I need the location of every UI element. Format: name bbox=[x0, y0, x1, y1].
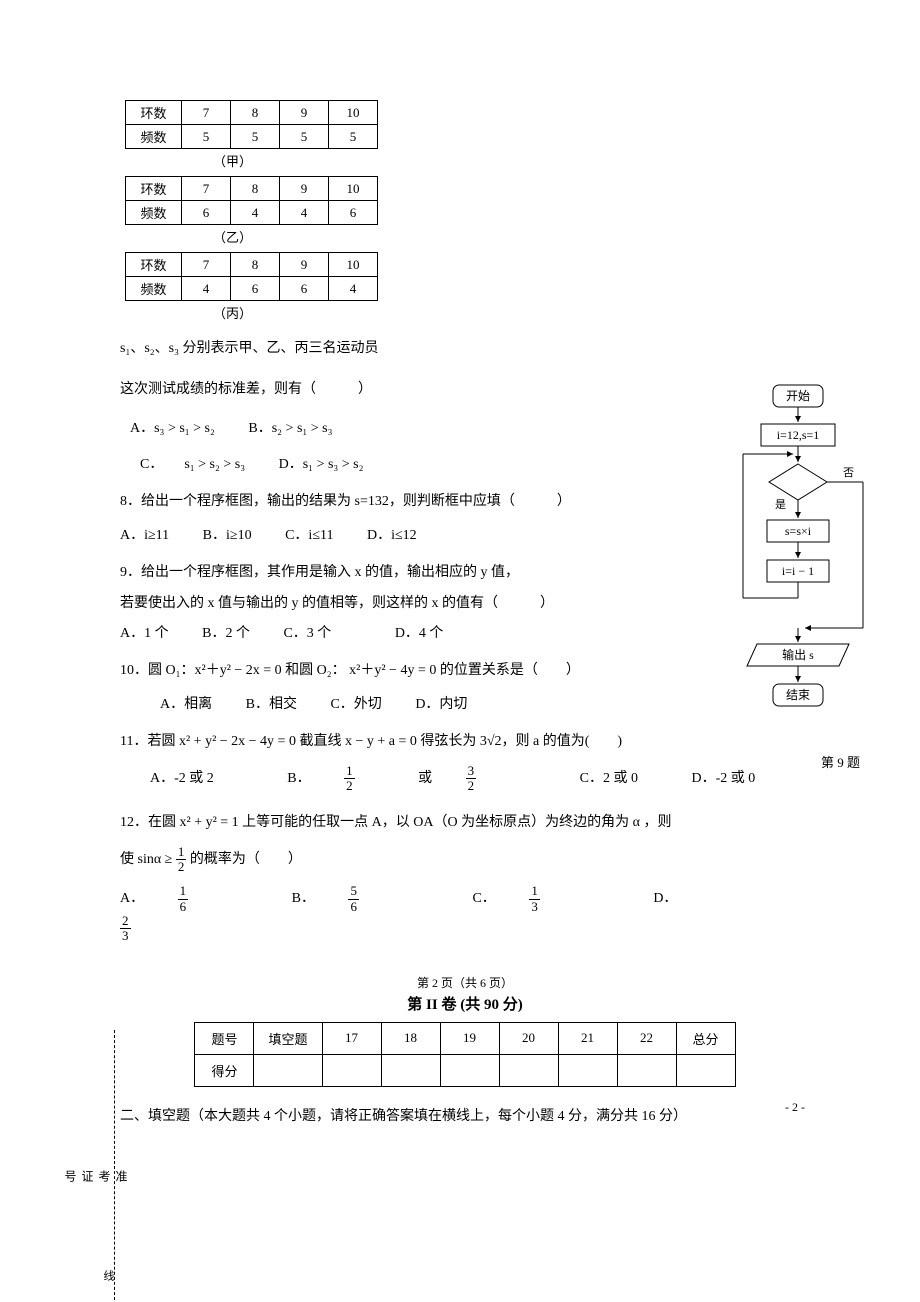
cell: 4 bbox=[280, 201, 329, 225]
q11-b: B． 12 或 32 bbox=[287, 771, 539, 786]
cell: 7 bbox=[182, 101, 231, 125]
opt-c: C． s₁ > s₂ > s₃ bbox=[140, 457, 245, 472]
cell: 10 bbox=[329, 177, 378, 201]
cell: 4 bbox=[182, 277, 231, 301]
cell: 频数 bbox=[126, 277, 182, 301]
score-table: 题号 填空题 17 18 19 20 21 22 总分 得分 bbox=[194, 1022, 735, 1087]
q10-a: A．相离 bbox=[160, 697, 212, 712]
table-yi: 环数 7 8 9 10 频数 6 4 4 6 bbox=[125, 176, 378, 225]
flowchart-svg: 开始 i=12,s=1 是 否 s=s×i i=i − 1 bbox=[735, 380, 875, 750]
cell: 8 bbox=[231, 101, 280, 125]
q8-b: B．i≥10 bbox=[203, 528, 252, 543]
q10: 10．圆 O₁：x²＋y² − 2x = 0 和圆 O₂： x²＋y² − 4y… bbox=[120, 658, 810, 683]
q11-d: D．-2 或 0 bbox=[691, 771, 755, 786]
cell: 4 bbox=[231, 201, 280, 225]
q8: 8．给出一个程序框图，输出的结果为 s=132，则判断框中应填（ ） bbox=[120, 489, 810, 514]
q8-a: A．i≥11 bbox=[120, 528, 169, 543]
q12-l1: 12．在圆 x² + y² = 1 上等可能的任取一点 A，以 OA（O 为坐标… bbox=[120, 810, 810, 835]
q12-a: A． 16 bbox=[120, 891, 252, 906]
caption-jia: （甲） bbox=[120, 151, 345, 170]
cell: 5 bbox=[182, 125, 231, 149]
cell: 8 bbox=[231, 253, 280, 277]
svg-text:结束: 结束 bbox=[786, 688, 810, 702]
q10-d: D．内切 bbox=[415, 697, 467, 712]
svg-text:输出 s: 输出 s bbox=[782, 647, 814, 662]
cell: 7 bbox=[182, 177, 231, 201]
svg-text:i=12,s=1: i=12,s=1 bbox=[777, 428, 820, 442]
fill-instruction: 二、填空题（本大题共 4 个小题，请将正确答案填在横线上，每个小题 4 分，满分… bbox=[120, 1105, 810, 1125]
svg-text:开始: 开始 bbox=[786, 389, 810, 403]
q8-d: D．i≤12 bbox=[367, 528, 417, 543]
caption-bing: （丙） bbox=[120, 303, 345, 322]
cell: 7 bbox=[182, 253, 231, 277]
cell: 5 bbox=[280, 125, 329, 149]
cell: 6 bbox=[329, 201, 378, 225]
flowchart-caption: 第 9 题 bbox=[821, 752, 860, 771]
q12-c: C． 13 bbox=[472, 891, 603, 906]
cell: 6 bbox=[231, 277, 280, 301]
cell: 4 bbox=[329, 277, 378, 301]
q8-c: C．i≤11 bbox=[285, 528, 333, 543]
q12-l2: 使 sinα ≥ 12 的概率为（ ） bbox=[120, 845, 810, 875]
page-footer: 第 2 页（共 6 页） bbox=[120, 974, 810, 991]
q11-c: C．2 或 0 bbox=[580, 771, 638, 786]
cell: 9 bbox=[280, 101, 329, 125]
svg-text:否: 否 bbox=[843, 467, 854, 479]
q11: 11．若圆 x² + y² − 2x − 4y = 0 截直线 x − y + … bbox=[120, 729, 810, 754]
std-line2: 这次测试成绩的标准差，则有（ ） bbox=[120, 377, 810, 404]
cell: 10 bbox=[329, 101, 378, 125]
caption-yi: （乙） bbox=[120, 227, 345, 246]
q12-b: B． 56 bbox=[292, 891, 423, 906]
svg-text:是: 是 bbox=[775, 498, 786, 511]
q9-l2: 若要使出入的 x 值与输出的 y 的值相等，则这样的 x 的值有（ ） bbox=[120, 592, 810, 612]
cell: 环数 bbox=[126, 253, 182, 277]
svg-text:s=s×i: s=s×i bbox=[785, 524, 812, 538]
cell: 5 bbox=[329, 125, 378, 149]
cell: 5 bbox=[231, 125, 280, 149]
opt-b: B．s₂ > s₁ > s₃ bbox=[248, 421, 332, 436]
svg-text:i=i − 1: i=i − 1 bbox=[782, 564, 814, 578]
page-number: - 2 - bbox=[785, 1100, 805, 1115]
opt-a: A．s₃ > s₁ > s₂ bbox=[130, 421, 215, 436]
q10-b: B．相交 bbox=[246, 697, 297, 712]
opt-d: D．s₁ > s₃ > s₂ bbox=[279, 457, 364, 472]
cell: 6 bbox=[280, 277, 329, 301]
cell: 环数 bbox=[126, 177, 182, 201]
cell: 9 bbox=[280, 177, 329, 201]
cell: 8 bbox=[231, 177, 280, 201]
margin-id: 准考证号 bbox=[62, 1170, 130, 1182]
cell: 9 bbox=[280, 253, 329, 277]
table-jia: 环数 7 8 9 10 频数 5 5 5 5 bbox=[125, 100, 378, 149]
section-title: 第 II 卷 (共 90 分) bbox=[120, 993, 810, 1014]
q9-a: A．1 个 bbox=[120, 626, 169, 641]
cell: 频数 bbox=[126, 201, 182, 225]
q9-b: B．2 个 bbox=[202, 626, 250, 641]
std-intro: s₁、s₂、s₃ 分别表示甲、乙、丙三名运动员 bbox=[120, 336, 810, 363]
q9-d: D．4 个 bbox=[395, 626, 444, 641]
cell: 频数 bbox=[126, 125, 182, 149]
table-bing: 环数 7 8 9 10 频数 4 6 6 4 bbox=[125, 252, 378, 301]
flowchart: 开始 i=12,s=1 是 否 s=s×i i=i − 1 bbox=[735, 380, 865, 750]
q10-c: C．外切 bbox=[330, 697, 381, 712]
q11-a: A．-2 或 2 bbox=[150, 771, 214, 786]
cell: 环数 bbox=[126, 101, 182, 125]
cell: 6 bbox=[182, 201, 231, 225]
cell: 10 bbox=[329, 253, 378, 277]
q9-c: C．3 个 bbox=[283, 626, 331, 641]
q9-l1: 9．给出一个程序框图，其作用是输入 x 的值，输出相应的 y 值， bbox=[120, 560, 810, 585]
dash-line bbox=[114, 1030, 115, 1300]
